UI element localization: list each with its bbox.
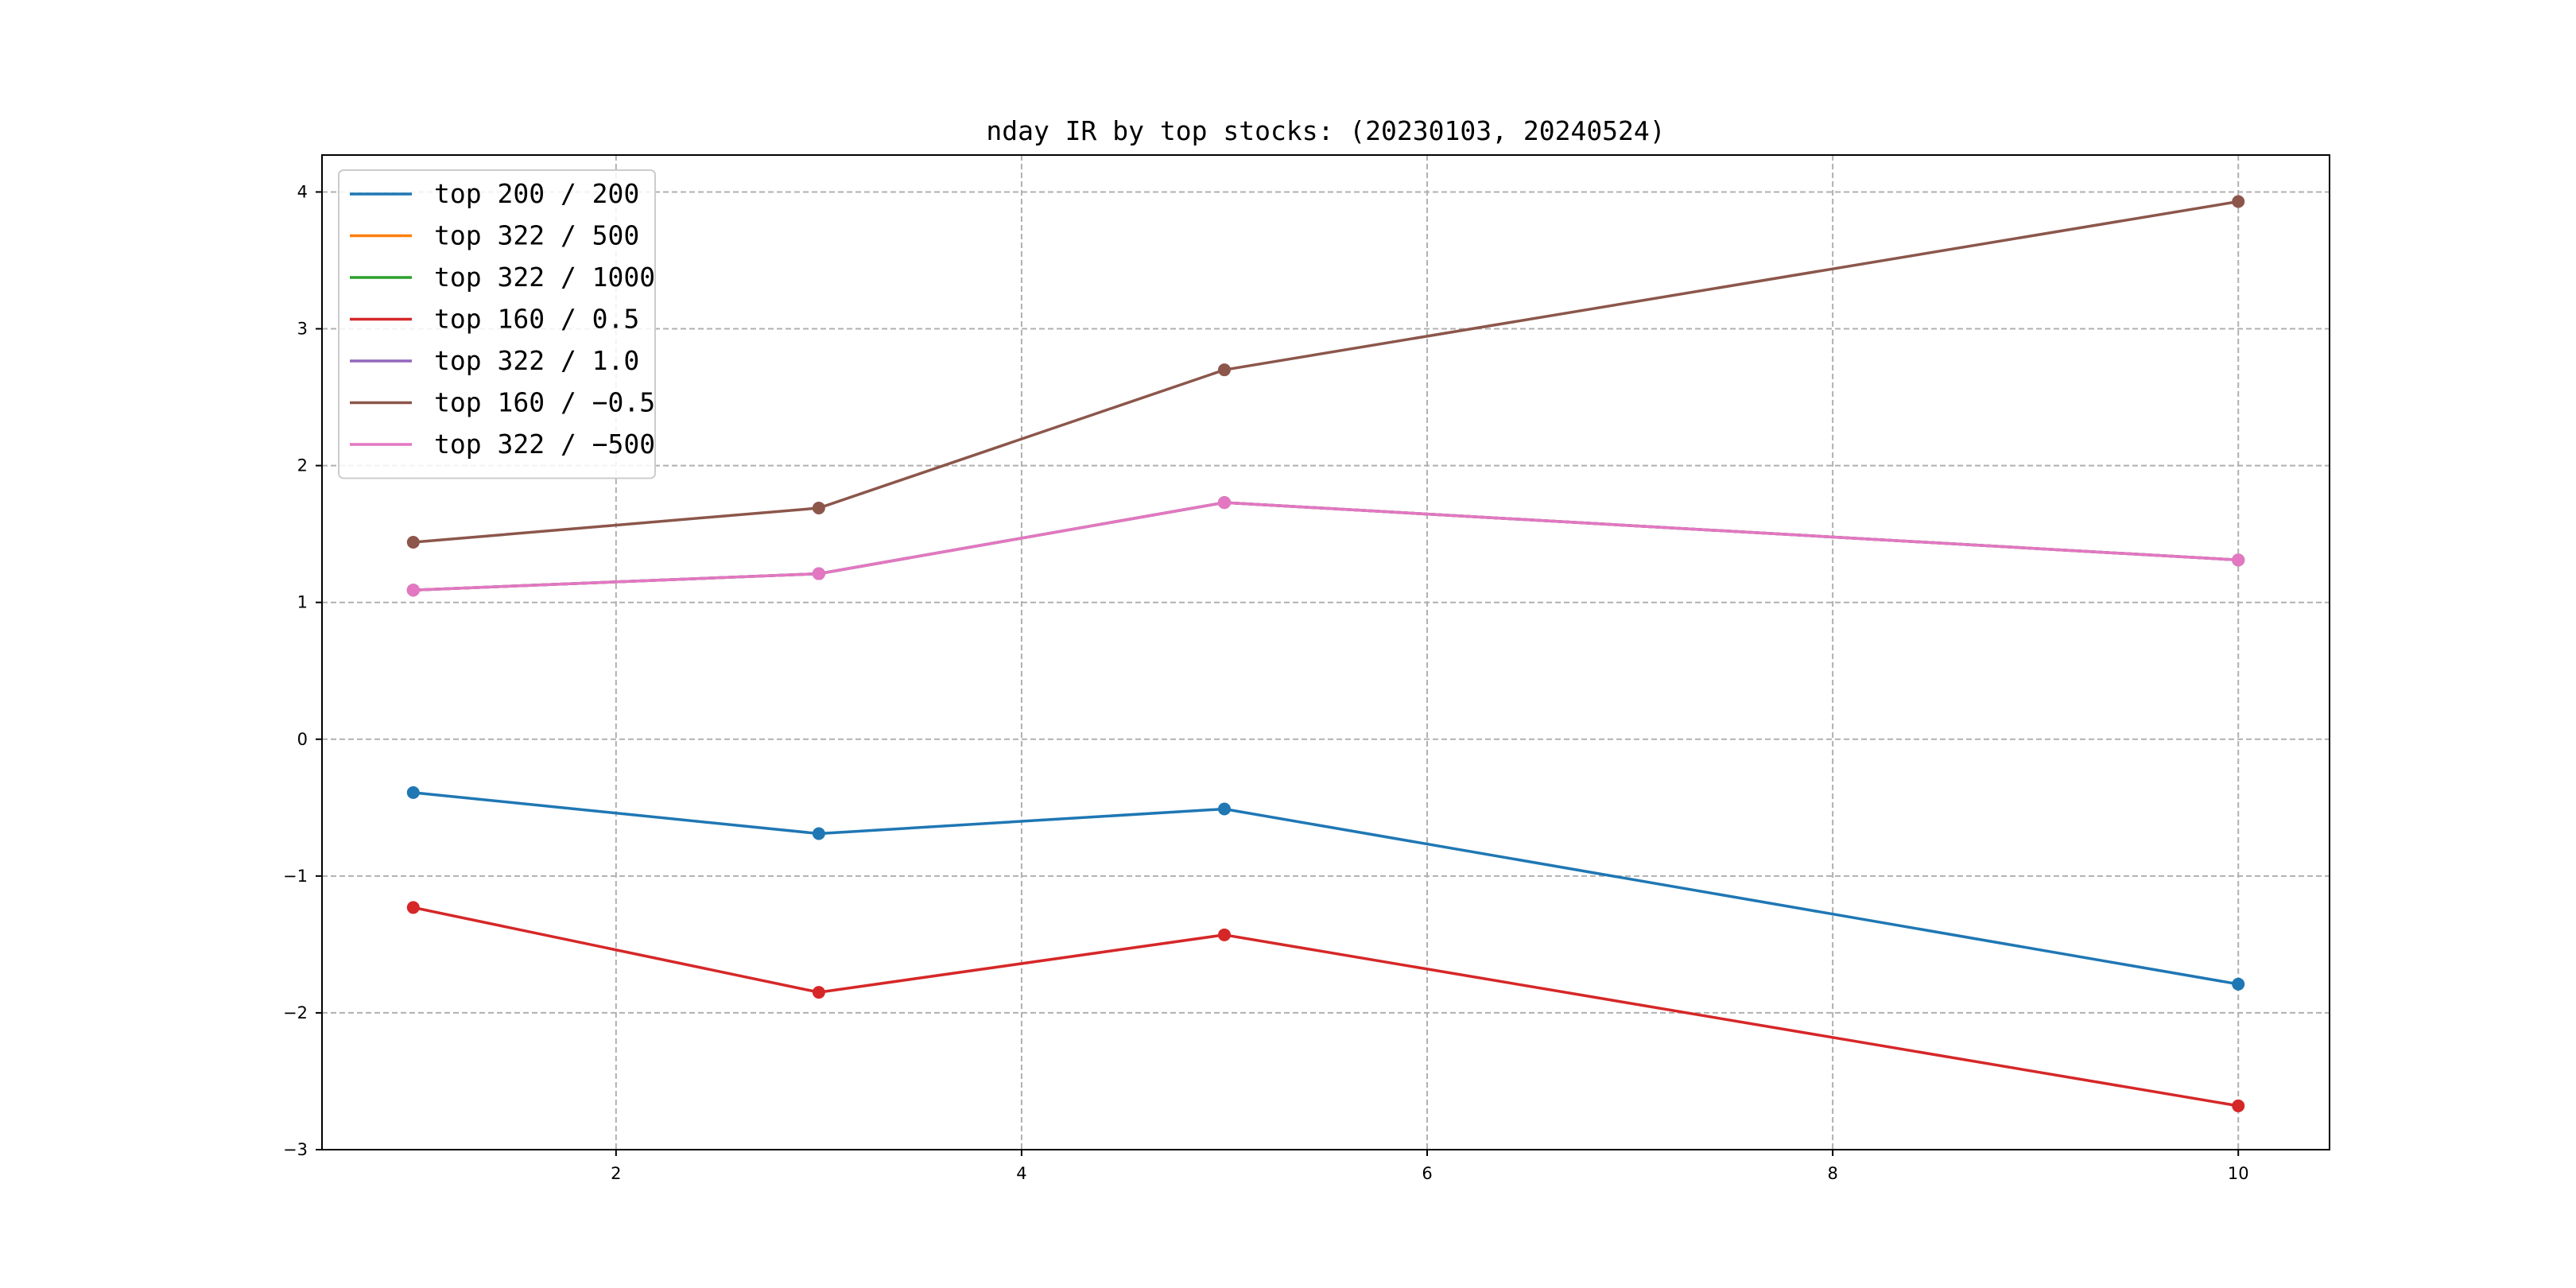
data-point	[812, 501, 825, 514]
legend-label: top 322 / −500	[434, 429, 655, 460]
series-line	[413, 501, 2239, 592]
series-line	[413, 906, 2239, 1108]
data-point	[1217, 496, 1231, 510]
series-line	[413, 791, 2239, 986]
y-tick-label: 4	[297, 182, 308, 201]
legend-label: top 322 / 500	[434, 220, 639, 251]
x-tick-label: 8	[1827, 1164, 1837, 1183]
y-tick-label: −1	[283, 867, 308, 886]
series	[406, 496, 2245, 597]
legend: top 200 / 200 top 322 / 500 top 322 / 1000…	[338, 169, 656, 479]
data-point	[2232, 1099, 2245, 1112]
data-point	[406, 584, 420, 597]
data-point	[1217, 363, 1231, 377]
data-point	[406, 535, 420, 549]
data-point	[1217, 928, 1231, 941]
x-tick-label: 10	[2228, 1164, 2249, 1183]
data-point	[406, 786, 420, 799]
series	[406, 195, 2245, 549]
chart-title: nday IR by top stocks: (20230103, 202405…	[986, 115, 1665, 146]
data-point	[2232, 195, 2245, 208]
y-tick-label: −2	[283, 1003, 308, 1022]
y-tick-label: −3	[283, 1140, 308, 1159]
y-tick-label: 3	[297, 320, 308, 339]
plot-frame	[321, 154, 2330, 1150]
x-tick-label: 4	[1016, 1164, 1026, 1183]
legend-label: top 160 / −0.5	[434, 387, 655, 418]
series	[406, 786, 2245, 991]
data-point	[2232, 977, 2245, 991]
x-tick-label: 6	[1422, 1164, 1432, 1183]
data-point	[812, 827, 825, 840]
data-point	[1217, 802, 1231, 816]
legend-label: top 200 / 200	[434, 178, 639, 209]
axis-ticks: 2 4 6 8 10 −3 −2 −1 0 1 2 3 4	[283, 182, 2249, 1183]
legend-box	[338, 169, 656, 479]
x-tick-label: 2	[611, 1164, 621, 1183]
data-point	[812, 986, 825, 999]
data-point	[2232, 553, 2245, 567]
legend-label: top 322 / 1000	[434, 262, 655, 293]
series-line	[413, 200, 2239, 544]
data-point	[812, 567, 825, 580]
y-tick-label: 0	[297, 730, 308, 749]
series-group	[406, 195, 2245, 1112]
y-tick-label: 2	[297, 456, 308, 475]
data-point	[406, 901, 420, 914]
legend-label: top 322 / 1.0	[434, 345, 639, 376]
legend-label: top 160 / 0.5	[434, 304, 639, 335]
y-tick-label: 1	[297, 593, 308, 612]
series	[406, 901, 2245, 1112]
